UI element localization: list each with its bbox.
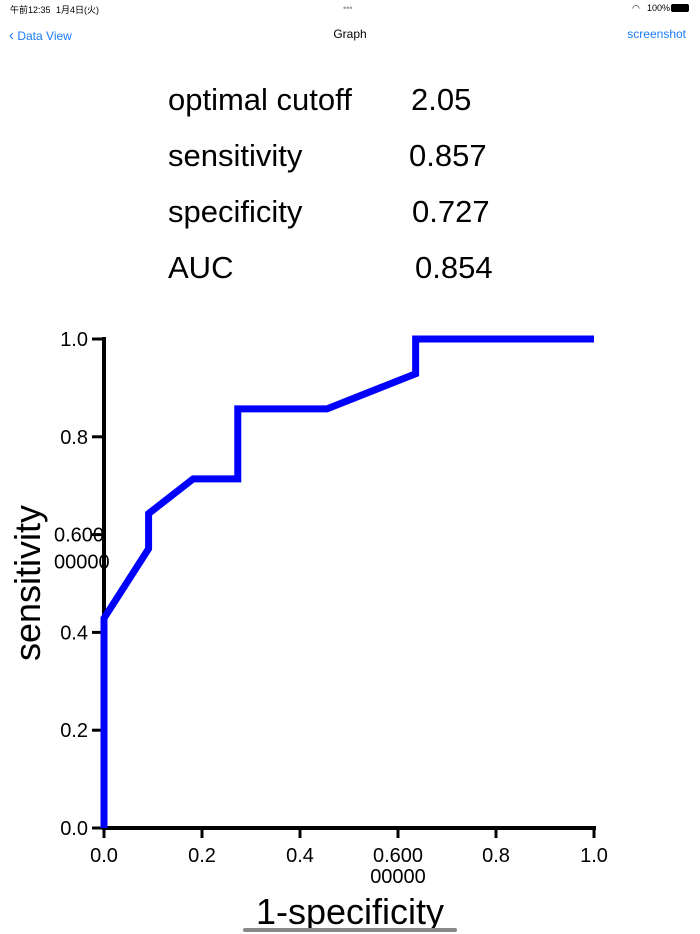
back-button[interactable]: ‹ Data View — [9, 27, 72, 44]
status-date: 1月4日(火) — [56, 5, 100, 15]
y-tick-label: 0.8 — [60, 427, 88, 449]
stat-label: AUC — [168, 250, 234, 285]
x-tick-label: 0.0 — [90, 845, 118, 867]
chevron-left-icon: ‹ — [9, 27, 14, 44]
y-axis-label: sensitivity — [7, 505, 48, 661]
x-axis-label: 1-specificity — [256, 891, 444, 932]
page-title: Graph — [333, 27, 367, 41]
x-tick-label: 0.2 — [188, 845, 216, 867]
home-indicator — [243, 928, 457, 932]
x-tick-label: 1.0 — [580, 845, 608, 867]
stat-label: optimal cutoff — [168, 82, 352, 117]
stat-value: 0.727 — [412, 194, 490, 229]
wifi-icon: ◠ — [632, 3, 640, 13]
battery-icon — [671, 4, 689, 12]
back-label: Data View — [17, 29, 72, 43]
stat-label: specificity — [168, 194, 303, 229]
x-tick-label: 0.600 00000 — [370, 845, 426, 888]
multitask-dots-icon[interactable]: ••• — [343, 3, 353, 13]
y-tick-label: 0.0 — [60, 818, 88, 840]
stat-label: sensitivity — [168, 138, 303, 173]
roc-curve — [100, 335, 594, 828]
stat-value: 0.854 — [415, 250, 493, 285]
battery-percent: 100% — [647, 3, 671, 13]
y-tick-label: 1.0 — [60, 329, 88, 351]
y-tick-label: 0.600 00000 — [54, 525, 110, 574]
stat-value: 2.05 — [411, 82, 472, 117]
status-time: 午前12:35 — [10, 5, 51, 15]
y-tick-label: 0.4 — [60, 622, 88, 644]
x-tick-label: 0.8 — [482, 845, 510, 867]
stat-value: 0.857 — [409, 138, 487, 173]
x-tick-label: 0.4 — [286, 845, 314, 867]
y-tick-label: 0.2 — [60, 720, 88, 742]
screenshot-button[interactable]: screenshot — [627, 27, 686, 41]
